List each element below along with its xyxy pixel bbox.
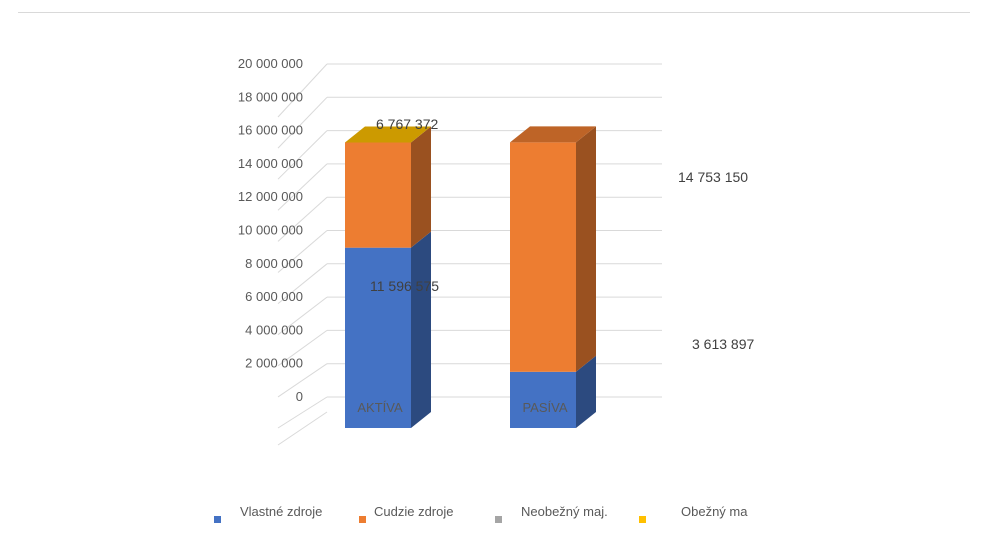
bar-aktíva-1	[345, 142, 411, 248]
data-label: 14 753 150	[678, 169, 748, 185]
gridline-side	[277, 296, 328, 336]
gridline-side	[277, 196, 328, 242]
gridline-side	[277, 63, 328, 118]
legend-swatch	[214, 516, 221, 523]
bar-side	[576, 355, 596, 428]
legend-label: Cudzie zdroje	[374, 504, 454, 519]
y-tick-label: 12 000 000	[238, 189, 303, 204]
y-tick-label: 20 000 000	[238, 56, 303, 71]
gridline-side	[277, 163, 328, 211]
y-tick-label: 14 000 000	[238, 156, 303, 171]
bar-top	[345, 126, 431, 143]
bar-side	[411, 126, 431, 248]
y-tick-label: 0	[296, 389, 303, 404]
y-tick-label: 2 000 000	[245, 356, 303, 371]
y-tick-label: 16 000 000	[238, 123, 303, 138]
legend-label: Obežný ma	[681, 504, 748, 519]
legend-swatch	[639, 516, 646, 523]
x-category-label: AKTÍVA	[357, 400, 403, 415]
legend-label: Vlastné zdroje	[240, 504, 322, 519]
gridline-side	[277, 230, 328, 273]
bar-top	[510, 126, 596, 143]
bar-pasíva-0	[510, 371, 576, 428]
bar-side	[411, 231, 431, 428]
y-tick-label: 10 000 000	[238, 223, 303, 238]
legend-swatch	[359, 516, 366, 523]
legend-label: Neobežný maj.	[521, 504, 608, 519]
y-tick-label: 4 000 000	[245, 322, 303, 337]
gridline-side	[277, 130, 328, 180]
top-divider	[18, 12, 970, 13]
data-label: 3 613 897	[692, 336, 754, 352]
bar-side	[576, 126, 596, 372]
floor-line	[277, 411, 328, 446]
y-tick-label: 6 000 000	[245, 289, 303, 304]
data-label: 11 596 575	[370, 278, 439, 294]
data-label: 6 767 372	[376, 116, 438, 132]
gridline-side	[277, 329, 328, 367]
gridline-side	[277, 96, 328, 149]
bar-aktíva-0	[345, 247, 411, 428]
gridline-side	[277, 263, 328, 304]
bar-pasíva-1	[510, 142, 576, 372]
y-tick-label: 8 000 000	[245, 256, 303, 271]
x-category-label: PASÍVA	[522, 400, 567, 415]
gridline-side	[277, 363, 328, 398]
gridline-side	[277, 396, 328, 429]
legend-swatch	[495, 516, 502, 523]
y-tick-label: 18 000 000	[238, 89, 303, 104]
